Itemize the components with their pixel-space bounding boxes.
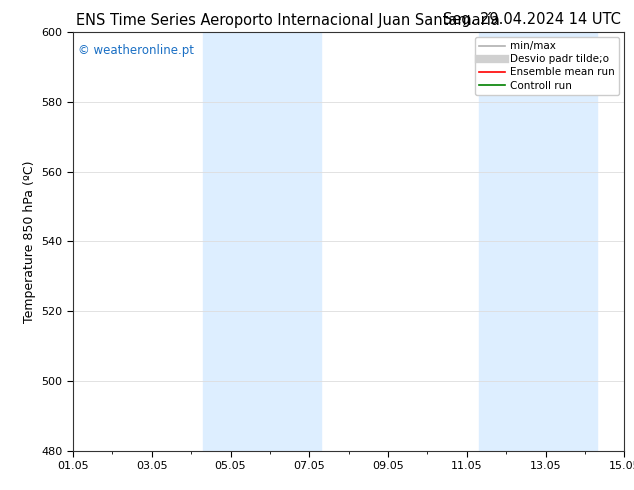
Bar bbox=[479, 32, 597, 451]
Bar bbox=[203, 32, 321, 451]
Text: ENS Time Series Aeroporto Internacional Juan Santamaría: ENS Time Series Aeroporto Internacional … bbox=[76, 12, 500, 28]
Text: Seg. 29.04.2024 14 UTC: Seg. 29.04.2024 14 UTC bbox=[443, 12, 621, 27]
Legend: min/max, Desvio padr tilde;o, Ensemble mean run, Controll run: min/max, Desvio padr tilde;o, Ensemble m… bbox=[475, 37, 619, 95]
Text: © weatheronline.pt: © weatheronline.pt bbox=[79, 45, 195, 57]
Y-axis label: Temperature 850 hPa (ºC): Temperature 850 hPa (ºC) bbox=[23, 160, 36, 322]
